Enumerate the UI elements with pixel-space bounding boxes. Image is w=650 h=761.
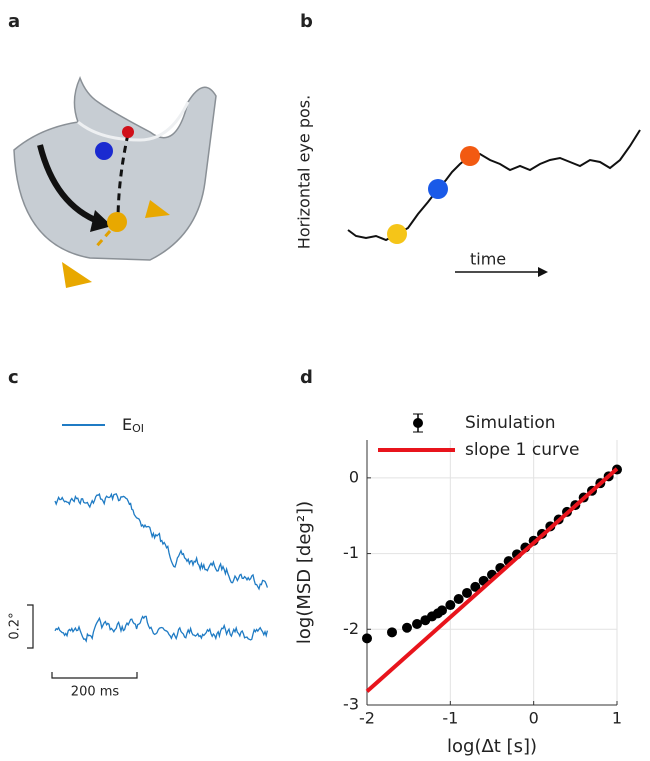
data-point xyxy=(437,605,447,616)
data-point xyxy=(362,633,372,644)
eye-trace xyxy=(54,615,269,643)
eye-trace xyxy=(54,492,269,591)
time-arrow-head xyxy=(538,267,548,277)
y-tick-label: -2 xyxy=(343,619,359,638)
y-tick-label: 0 xyxy=(349,467,359,486)
data-point xyxy=(470,581,481,592)
data-point xyxy=(412,618,422,629)
panel-label: a xyxy=(8,11,20,32)
x-tick-label: -1 xyxy=(442,709,458,728)
data-point xyxy=(402,622,412,633)
y-tick-label: -3 xyxy=(343,695,359,714)
slope-line xyxy=(365,467,619,693)
eye-trace xyxy=(347,129,641,242)
panel-label: b xyxy=(300,11,313,32)
x-tick-label: 1 xyxy=(612,709,622,728)
legend-label: EOI xyxy=(122,415,144,436)
blue-dot xyxy=(428,179,448,199)
data-point xyxy=(453,594,464,604)
halfpipe-illustration xyxy=(13,76,217,288)
data-point xyxy=(445,600,456,611)
eye-traces xyxy=(54,492,269,643)
panel-label: c xyxy=(8,367,19,388)
y-axis-label: Horizontal eye pos. xyxy=(295,95,314,249)
legend-label: slope 1 curve xyxy=(465,440,579,460)
yellow-dot xyxy=(387,224,407,244)
panel-label: d xyxy=(300,367,313,388)
legend-marker xyxy=(413,418,423,428)
data-point xyxy=(462,587,472,598)
y-tick-label: -1 xyxy=(343,543,359,562)
scale-bar-y xyxy=(27,604,34,649)
x-axis-label: log(Δt [s]) xyxy=(447,736,537,757)
y-axis-label: log(MSD [deg²]) xyxy=(294,501,315,644)
data-point xyxy=(387,627,397,638)
orange-dot xyxy=(460,146,480,166)
x-tick-label: -2 xyxy=(359,709,375,728)
x-tick-label: 0 xyxy=(529,709,539,728)
time-label: time xyxy=(470,250,506,269)
legend-label: Simulation xyxy=(465,413,556,433)
scale-y-label: 0.2° xyxy=(8,612,23,639)
scale-x-label: 200 ms xyxy=(71,685,120,700)
scale-bar-x xyxy=(51,672,138,679)
